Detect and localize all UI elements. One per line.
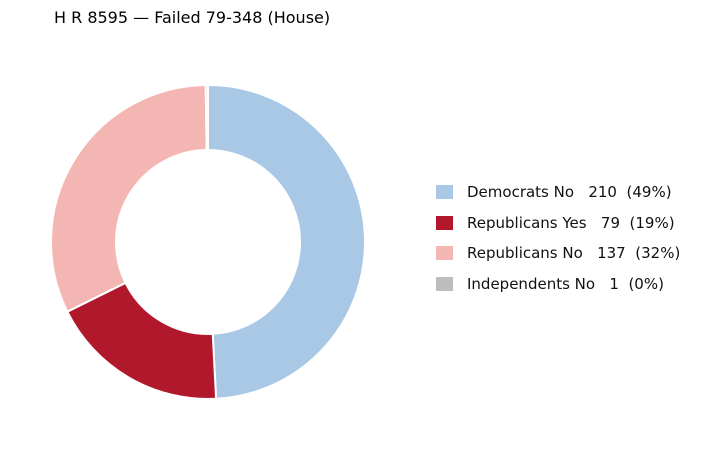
legend-label-republicans-no: Republicans No 137 (32%) <box>467 244 681 262</box>
legend-swatch-republicans-no <box>436 246 453 260</box>
legend-swatch-independents-no <box>436 276 453 291</box>
legend-label-independents-no: Independents No 1 (0%) <box>467 274 664 293</box>
legend-item-democrats-no: Democrats No 210 (49%) <box>436 182 680 202</box>
legend-swatch-democrats-no <box>436 185 453 199</box>
donut-slices <box>50 83 366 400</box>
legend-item-republicans-no: Republicans No 137 (32%) <box>436 243 680 263</box>
legend-item-independents-no: Independents No 1 (0%) <box>436 274 680 294</box>
chart-title: H R 8595 — Failed 79-348 (House) <box>54 8 331 27</box>
donut-slice-republicans-no <box>50 84 208 314</box>
legend-swatch-republicans-yes <box>436 215 453 230</box>
legend-label-republicans-yes: Republicans Yes 79 (19%) <box>467 213 675 232</box>
legend: Democrats No 210 (49%) Republicans Yes 79… <box>436 182 680 304</box>
legend-label-democrats-no: Democrats No 210 (49%) <box>467 183 672 201</box>
legend-item-republicans-yes: Republicans Yes 79 (19%) <box>436 213 680 233</box>
donut-slice-democrats-no <box>207 83 366 400</box>
donut-slice-independents-no <box>204 83 209 152</box>
